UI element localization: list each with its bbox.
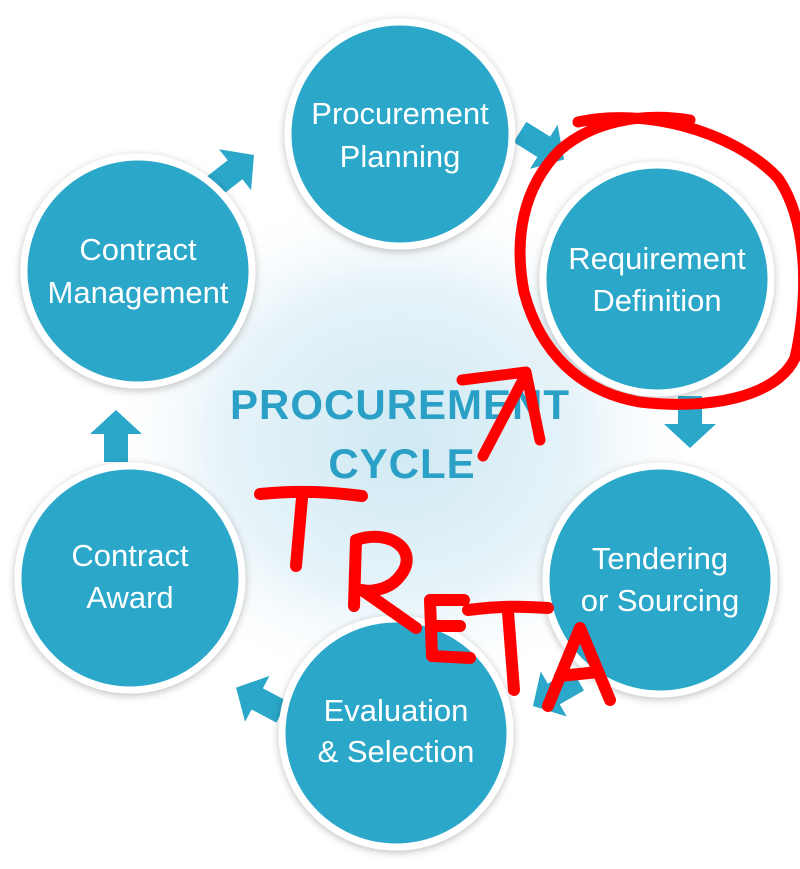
arrow-award-to-management <box>90 410 142 462</box>
node-tendering-or-sourcing: Tendering or Sourcing <box>542 462 778 698</box>
node-evaluation-selection: Evaluation & Selection <box>278 615 514 851</box>
node-label-line1: Evaluation <box>324 693 469 728</box>
handwritten-annotation <box>254 111 800 712</box>
annotation-handwritten-word <box>254 485 616 712</box>
arrow-evaluation-to-award <box>236 675 288 723</box>
letter-a <box>542 622 616 712</box>
arrow-requirement-to-tendering <box>664 396 716 448</box>
node-label-line2: Definition <box>592 283 721 318</box>
node-label-line2: Planning <box>340 139 461 174</box>
node-circle <box>278 615 514 851</box>
node-contract-award: Contract Award <box>14 462 246 694</box>
center-title-line2: CYCLE <box>328 440 475 487</box>
letter-r <box>348 530 422 634</box>
letter-t <box>254 485 368 572</box>
node-circle <box>284 18 516 250</box>
letter-t-2 <box>462 600 554 696</box>
node-circle <box>542 462 778 698</box>
node-label-line2: & Selection <box>318 734 475 769</box>
node-label-line1: Requirement <box>568 241 746 276</box>
node-label-line1: Contract <box>71 538 189 573</box>
node-contract-management: Contract Management <box>20 153 256 389</box>
node-label-line1: Procurement <box>311 96 489 131</box>
node-label-line2: or Sourcing <box>581 583 740 618</box>
node-circle <box>20 153 256 389</box>
cycle-arrows <box>90 121 716 723</box>
letter-e <box>424 594 476 664</box>
node-label-line2: Award <box>86 580 173 615</box>
annotation-arrow-shaft <box>477 368 532 462</box>
node-circle <box>539 161 775 397</box>
annotation-circle <box>514 111 800 410</box>
node-procurement-planning: Procurement Planning <box>284 18 516 250</box>
node-label-line2: Management <box>48 275 229 310</box>
node-label-line1: Tendering <box>592 541 728 576</box>
node-label-line1: Contract <box>79 232 197 267</box>
annotation-arrow-head <box>456 366 546 446</box>
node-requirement-definition: Requirement Definition <box>539 161 775 397</box>
arrow-management-to-planning <box>205 149 254 197</box>
node-circle <box>14 462 246 694</box>
